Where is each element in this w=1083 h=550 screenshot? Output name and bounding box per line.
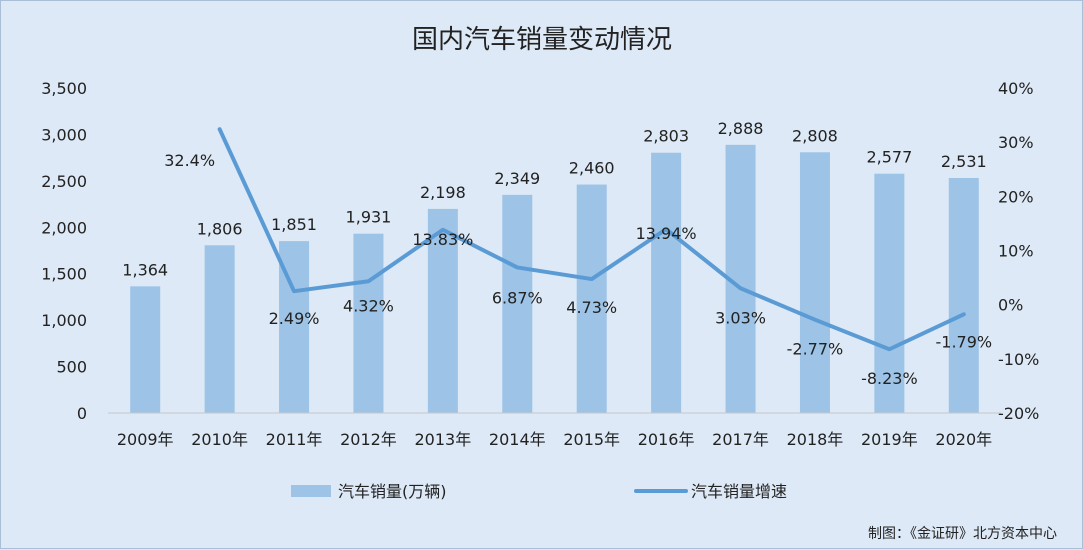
- bar-data-label: 2,888: [718, 119, 764, 138]
- y-left-tick-label: 3,000: [41, 125, 87, 144]
- bar: [204, 245, 235, 413]
- y-left-tick-label: 3,500: [41, 79, 87, 98]
- x-tick-label: 2012年: [340, 430, 397, 449]
- bar-labels: 1,364 1,806 1,851 1,931 2,198 2,349 2,460 2,803…: [122, 119, 986, 280]
- y-right-tick-label: 20%: [998, 187, 1034, 206]
- legend-bar-label: 汽车销量(万辆): [338, 482, 447, 501]
- bar-series: [130, 144, 979, 414]
- line-data-label: -2.77%: [787, 340, 844, 359]
- bar: [651, 152, 682, 413]
- line-data-label: 2.49%: [269, 309, 320, 328]
- bar: [948, 177, 979, 413]
- x-tick-label: 2009年: [117, 430, 174, 449]
- bar-data-label: 1,806: [197, 219, 243, 238]
- y-right-tick-label: -20%: [998, 404, 1039, 423]
- bar: [502, 194, 533, 413]
- x-axis: 2009年 2010年 2011年 2012年 2013年 2014年 2015年 2016年…: [108, 412, 1001, 449]
- x-tick-label: 2010年: [191, 430, 248, 449]
- bar-data-label: 2,531: [941, 152, 987, 171]
- x-tick-label: 2017年: [712, 430, 769, 449]
- y-left-tick-label: 500: [56, 358, 87, 377]
- x-tick-label: 2011年: [266, 430, 323, 449]
- credit-text: 制图：《金证研》北方资本中心: [868, 526, 1057, 542]
- bar-data-label: 2,460: [569, 159, 615, 178]
- y-left-tick-label: 0: [77, 404, 87, 423]
- bar: [799, 152, 830, 413]
- legend-bar-swatch: [291, 485, 331, 497]
- x-tick-label: 2016年: [638, 430, 695, 449]
- x-tick-label: 2015年: [563, 430, 620, 449]
- bar: [353, 233, 384, 413]
- line-data-label: 4.73%: [566, 298, 617, 317]
- x-tick-label: 2014年: [489, 430, 546, 449]
- bar-data-label: 2,808: [792, 126, 838, 145]
- line-labels: 32.4% 2.49% 4.32% 13.83% 6.87% 4.73% 13.94% 3.0…: [164, 151, 992, 388]
- legend-line-label: 汽车销量增速: [691, 482, 787, 501]
- line-series: [217, 127, 966, 352]
- legend: 汽车销量(万辆) 汽车销量增速: [291, 482, 787, 501]
- bar: [427, 208, 458, 413]
- bar-data-label: 2,803: [643, 127, 689, 146]
- bar-data-label: 1,364: [122, 260, 168, 279]
- bar: [576, 184, 607, 413]
- line-data-label: -8.23%: [861, 369, 918, 388]
- bar-data-label: 1,931: [346, 208, 392, 227]
- x-tick-label: 2020年: [935, 430, 992, 449]
- y-right-tick-label: 10%: [998, 242, 1034, 261]
- x-tick-label: 2013年: [415, 430, 472, 449]
- y-left-tick-label: 1,500: [41, 265, 87, 284]
- line-data-label: 13.94%: [636, 224, 697, 243]
- growth-line: [217, 127, 966, 352]
- line-data-label: -1.79%: [935, 332, 992, 351]
- bar-data-label: 1,851: [271, 215, 317, 234]
- line-data-label: 32.4%: [164, 151, 215, 170]
- y-left-tick-label: 1,000: [41, 311, 87, 330]
- y-right-tick-label: 40%: [998, 79, 1034, 98]
- y-axis-right: -20% -10% 0% 10% 20% 30% 40%: [998, 79, 1039, 423]
- y-right-tick-label: -10%: [998, 350, 1039, 369]
- bar-data-label: 2,349: [494, 169, 540, 188]
- bar: [874, 173, 905, 413]
- line-data-label: 6.87%: [492, 288, 543, 307]
- bar-data-label: 2,198: [420, 183, 466, 202]
- x-tick-label: 2019年: [861, 430, 918, 449]
- y-left-tick-label: 2,000: [41, 218, 87, 237]
- chart-title: 国内汽车销量变动情况: [412, 25, 672, 55]
- y-left-tick-label: 2,500: [41, 172, 87, 191]
- x-tick-label: 2018年: [787, 430, 844, 449]
- bar-data-label: 2,577: [866, 148, 912, 167]
- line-data-label: 13.83%: [412, 230, 473, 249]
- y-right-tick-label: 30%: [998, 133, 1034, 152]
- y-axis-left: 0 500 1,000 1,500 2,000 2,500 3,000 3,500: [41, 79, 87, 423]
- line-data-label: 3.03%: [715, 308, 766, 327]
- y-right-tick-label: 0%: [998, 296, 1023, 315]
- line-data-label: 4.32%: [343, 296, 394, 315]
- bar: [130, 286, 161, 413]
